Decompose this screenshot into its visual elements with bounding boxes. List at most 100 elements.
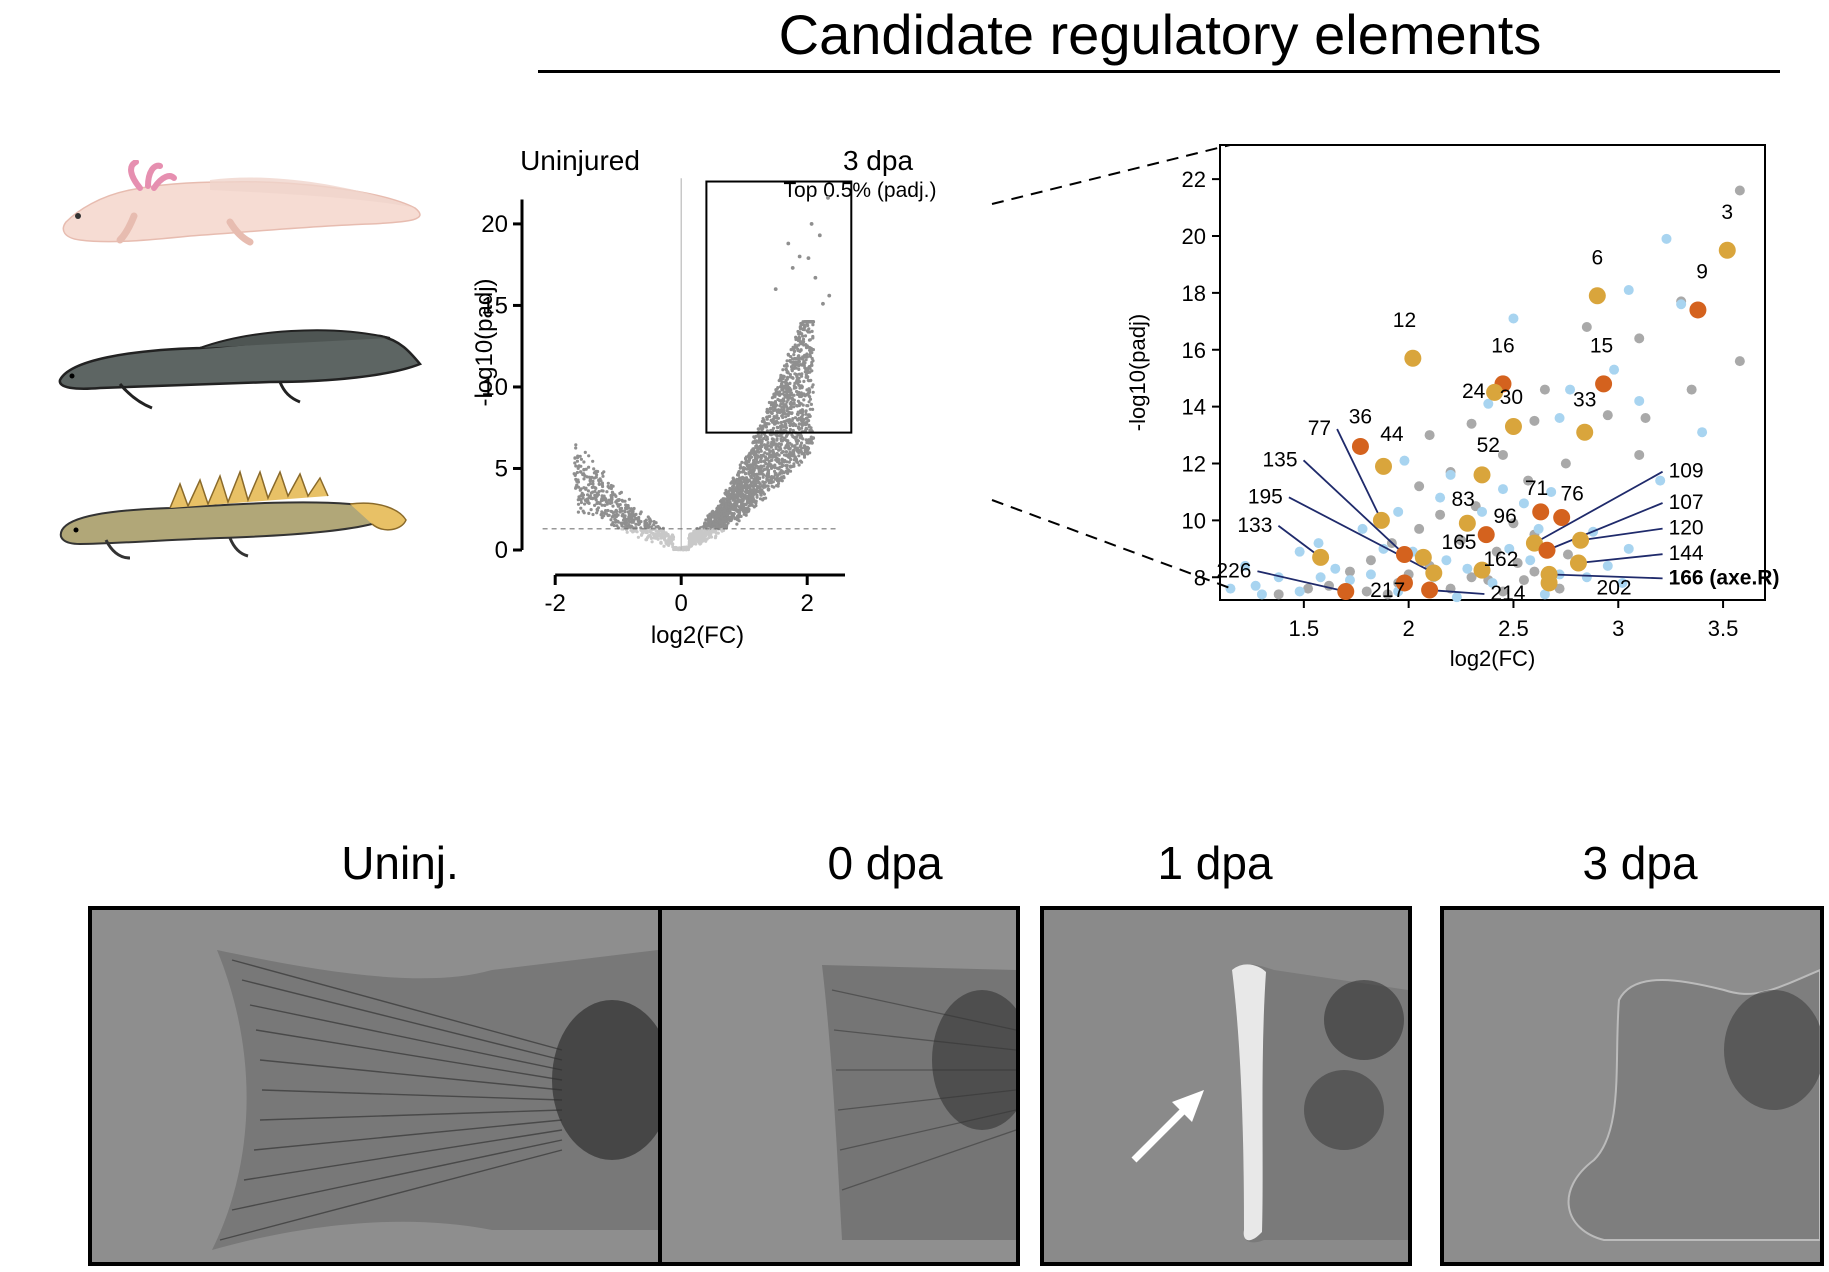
volcano-point: [735, 480, 739, 484]
volcano-point: [607, 513, 611, 517]
volcano-point: [798, 386, 802, 390]
main-title: Candidate regulatory elements: [778, 3, 1542, 66]
volcano-point: [782, 475, 786, 479]
volcano-point: [587, 496, 591, 500]
grey-point: [1497, 449, 1508, 460]
y-tick-label: 22: [1182, 167, 1206, 192]
volcano-point: [800, 332, 804, 336]
volcano-point: [684, 548, 688, 552]
blue-point: [1225, 583, 1236, 594]
volcano-point: [742, 512, 746, 516]
volcano-point: [699, 541, 703, 545]
volcano-point: [811, 390, 815, 394]
volcano-point: [737, 470, 741, 474]
volcano-point: [798, 340, 803, 344]
volcano-point: [799, 415, 803, 419]
volcano-point: [656, 537, 660, 541]
grey-point: [1518, 575, 1529, 586]
volcano-point: [715, 514, 719, 518]
highlight-point: [1569, 554, 1587, 572]
volcano-point: [591, 490, 595, 494]
volcano-point: [797, 422, 801, 426]
y-tick-label: 0: [495, 537, 508, 564]
volcano-point: [637, 522, 641, 526]
blue-point: [1451, 592, 1462, 603]
y-tick-label: 16: [1182, 338, 1206, 363]
volcano-point: [624, 506, 628, 510]
top-fraction-box: [705, 180, 853, 434]
volcano-point: [768, 414, 772, 418]
volcano-point: [586, 489, 590, 493]
volcano-points: [572, 195, 832, 552]
point-label: 166 (axe.R): [1669, 566, 1780, 589]
grey-point: [1562, 549, 1573, 560]
volcano-point: [737, 515, 741, 519]
title-underline: [538, 70, 1780, 73]
volcano-point: [696, 537, 700, 541]
leader-line: [1549, 573, 1663, 580]
point-label: 217: [1370, 579, 1405, 602]
volcano-point: [790, 376, 795, 380]
volcano-point: [703, 522, 707, 526]
volcano-point: [629, 528, 633, 532]
volcano-point: [707, 535, 711, 540]
volcano-point: [811, 334, 815, 339]
volcano-point: [772, 485, 776, 489]
volcano-point: [762, 485, 766, 489]
volcano-point: [808, 397, 813, 401]
volcano-point: [763, 451, 767, 455]
volcano-point: [794, 423, 798, 428]
volcano-point: [738, 463, 742, 467]
x-tick-label: 3: [1612, 616, 1624, 641]
volcano-point: [741, 506, 745, 510]
blue-point: [1565, 384, 1576, 395]
volcano-point: [785, 464, 789, 468]
volcano-point: [803, 370, 807, 374]
volcano-point: [611, 521, 615, 525]
grey-point: [1529, 566, 1540, 577]
volcano-point: [574, 477, 578, 481]
volcano-point: [724, 491, 728, 495]
volcano-point: [599, 513, 603, 517]
y-tick-label: 10: [1182, 508, 1206, 533]
volcano-point: [773, 466, 777, 470]
volcano-point: [780, 382, 784, 386]
grey-point: [1634, 333, 1645, 344]
volcano-point: [804, 412, 808, 416]
volcano-point: [726, 521, 730, 525]
volcano-point: [795, 389, 799, 394]
volcano-point: [584, 486, 588, 490]
volcano-point: [626, 510, 630, 514]
volcano-point: [620, 514, 624, 518]
volcano-point: [775, 438, 779, 442]
leader-line: [1257, 570, 1346, 593]
volcano-point: [777, 379, 781, 383]
blue-point: [1344, 575, 1355, 586]
leader-line: [1336, 428, 1383, 521]
highlight-point: [1395, 546, 1413, 563]
point-label: 135: [1263, 448, 1298, 471]
leader-line: [1429, 589, 1485, 595]
volcano-point: [790, 266, 795, 270]
volcano-point: [797, 354, 801, 358]
volcano-point: [785, 377, 789, 381]
point-label: 30: [1500, 386, 1523, 409]
volcano-point: [596, 506, 600, 510]
blue-point: [1497, 484, 1508, 495]
photo-uninjured-fin: [88, 906, 662, 1266]
volcano-point: [784, 386, 788, 390]
grey-point: [1497, 586, 1508, 597]
volcano-point: [600, 510, 604, 514]
volcano-point: [792, 462, 796, 466]
volcano-point: [788, 381, 792, 385]
volcano-point: [765, 417, 769, 421]
volcano-point: [695, 529, 699, 533]
volcano-point: [756, 454, 760, 458]
point-label: 120: [1669, 517, 1704, 540]
volcano-point: [809, 222, 814, 226]
volcano-point: [749, 483, 753, 487]
volcano-point: [644, 518, 648, 522]
volcano-point: [784, 395, 788, 399]
volcano-point: [749, 497, 753, 502]
